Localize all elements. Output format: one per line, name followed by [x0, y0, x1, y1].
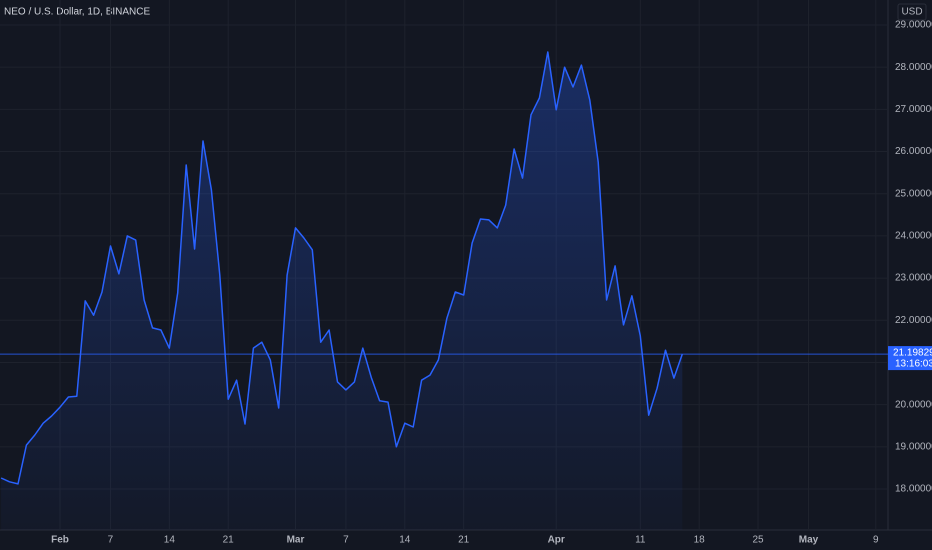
- x-tick-label: 21: [458, 535, 470, 546]
- y-tick-label: 23.000000: [895, 273, 932, 284]
- y-tick-label: 18.000000: [895, 484, 932, 495]
- y-tick-label: 24.000000: [895, 231, 932, 242]
- x-tick-label: 25: [752, 535, 764, 546]
- y-tick-label: 29.000000: [895, 20, 932, 31]
- y-tick-label: 20.000000: [895, 399, 932, 410]
- y-tick-label: 27.000000: [895, 104, 932, 115]
- x-tick-label: Mar: [287, 535, 305, 546]
- marks: [0, 51, 888, 530]
- y-tick-label: 25.000000: [895, 188, 932, 199]
- y-tick-label: 22.000000: [895, 315, 932, 326]
- x-tick-label: 18: [694, 535, 706, 546]
- last-price-label: 21.198290: [893, 348, 932, 359]
- area-fill: [1, 52, 683, 530]
- x-tick-label: 11: [635, 535, 646, 546]
- y-tick-label: 19.000000: [895, 441, 932, 452]
- y-tick-label: 28.000000: [895, 62, 932, 73]
- last-price-tag: [888, 346, 932, 371]
- x-tick-label: Feb: [51, 535, 69, 546]
- chart-title: NEO / U.S. Dollar, 1D, BINANCE: [4, 7, 150, 18]
- countdown-label: 13:16:03: [895, 359, 932, 370]
- labels: 18.00000019.00000020.00000021.00000022.0…: [51, 20, 932, 546]
- x-tick-label: 9: [873, 535, 879, 546]
- y-tick-label: 26.000000: [895, 146, 932, 157]
- x-tick-label: 14: [399, 535, 411, 546]
- unit-box: [897, 3, 927, 21]
- x-tick-label: Apr: [548, 535, 565, 546]
- x-tick-label: 21: [223, 535, 235, 546]
- price-line: [0, 51, 684, 485]
- x-tick-label: 14: [164, 535, 176, 546]
- x-tick-label: May: [799, 535, 819, 546]
- x-tick-label: 7: [108, 535, 114, 546]
- x-tick-label: 7: [343, 535, 349, 546]
- y-axis-unit: USD: [901, 7, 922, 18]
